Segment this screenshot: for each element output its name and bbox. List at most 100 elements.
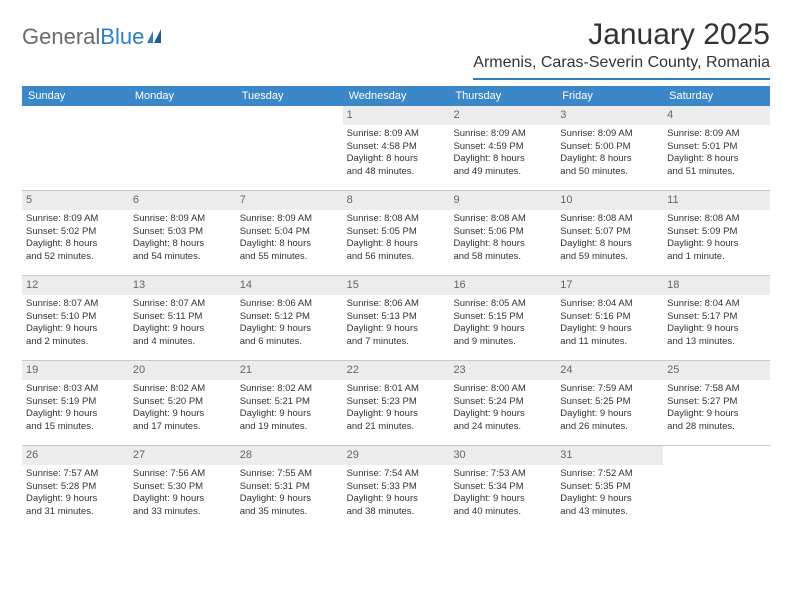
day-cell: 15Sunrise: 8:06 AMSunset: 5:13 PMDayligh…: [343, 276, 450, 360]
day-number: 21: [236, 361, 343, 380]
day-info-d1: Daylight: 9 hours: [26, 493, 125, 506]
day-info-sr: Sunrise: 8:07 AM: [26, 298, 125, 311]
week-row: 26Sunrise: 7:57 AMSunset: 5:28 PMDayligh…: [22, 445, 770, 530]
day-info-d2: and 13 minutes.: [667, 336, 766, 349]
day-info-sr: Sunrise: 7:54 AM: [347, 468, 446, 481]
day-number: 17: [556, 276, 663, 295]
day-info-d2: and 56 minutes.: [347, 251, 446, 264]
day-info-sr: Sunrise: 8:06 AM: [240, 298, 339, 311]
day-cell: 1Sunrise: 8:09 AMSunset: 4:58 PMDaylight…: [343, 106, 450, 190]
location: Armenis, Caras-Severin County, Romania: [473, 54, 770, 80]
day-cell: 2Sunrise: 8:09 AMSunset: 4:59 PMDaylight…: [449, 106, 556, 190]
day-info-d2: and 7 minutes.: [347, 336, 446, 349]
day-number: 10: [556, 191, 663, 210]
day-info-d2: and 43 minutes.: [560, 506, 659, 519]
day-cell: 10Sunrise: 8:08 AMSunset: 5:07 PMDayligh…: [556, 191, 663, 275]
day-cell: 30Sunrise: 7:53 AMSunset: 5:34 PMDayligh…: [449, 446, 556, 530]
day-info-d2: and 26 minutes.: [560, 421, 659, 434]
day-number: 8: [343, 191, 450, 210]
day-cell: 11Sunrise: 8:08 AMSunset: 5:09 PMDayligh…: [663, 191, 770, 275]
calendar: SundayMondayTuesdayWednesdayThursdayFrid…: [22, 86, 770, 530]
day-info-ss: Sunset: 5:23 PM: [347, 396, 446, 409]
day-number: 4: [663, 106, 770, 125]
day-info-ss: Sunset: 5:12 PM: [240, 311, 339, 324]
day-number: 30: [449, 446, 556, 465]
dow-label: Friday: [556, 86, 663, 106]
day-cell: 20Sunrise: 8:02 AMSunset: 5:20 PMDayligh…: [129, 361, 236, 445]
day-info-d2: and 11 minutes.: [560, 336, 659, 349]
logo: GeneralBlue: [22, 18, 169, 50]
day-info-d2: and 58 minutes.: [453, 251, 552, 264]
day-info-sr: Sunrise: 8:08 AM: [667, 213, 766, 226]
day-info-ss: Sunset: 5:35 PM: [560, 481, 659, 494]
day-info-sr: Sunrise: 7:56 AM: [133, 468, 232, 481]
day-info-ss: Sunset: 5:02 PM: [26, 226, 125, 239]
day-info-d2: and 4 minutes.: [133, 336, 232, 349]
day-number: 11: [663, 191, 770, 210]
day-info-d1: Daylight: 9 hours: [26, 408, 125, 421]
day-cell: 26Sunrise: 7:57 AMSunset: 5:28 PMDayligh…: [22, 446, 129, 530]
day-number: 16: [449, 276, 556, 295]
day-cell: 17Sunrise: 8:04 AMSunset: 5:16 PMDayligh…: [556, 276, 663, 360]
day-info-d1: Daylight: 9 hours: [560, 493, 659, 506]
day-number: 19: [22, 361, 129, 380]
day-info-d2: and 51 minutes.: [667, 166, 766, 179]
day-number: 20: [129, 361, 236, 380]
day-info-d2: and 38 minutes.: [347, 506, 446, 519]
day-info-sr: Sunrise: 8:05 AM: [453, 298, 552, 311]
day-info-d2: and 2 minutes.: [26, 336, 125, 349]
week-row: ...1Sunrise: 8:09 AMSunset: 4:58 PMDayli…: [22, 106, 770, 190]
day-info-d1: Daylight: 9 hours: [240, 493, 339, 506]
day-info-d2: and 33 minutes.: [133, 506, 232, 519]
day-info-ss: Sunset: 5:05 PM: [347, 226, 446, 239]
day-info-sr: Sunrise: 8:09 AM: [347, 128, 446, 141]
day-info-sr: Sunrise: 8:09 AM: [26, 213, 125, 226]
day-info-d1: Daylight: 9 hours: [133, 493, 232, 506]
day-number: 18: [663, 276, 770, 295]
day-info-d2: and 6 minutes.: [240, 336, 339, 349]
day-info-ss: Sunset: 5:28 PM: [26, 481, 125, 494]
day-number: 3: [556, 106, 663, 125]
day-info-sr: Sunrise: 7:58 AM: [667, 383, 766, 396]
day-cell: 27Sunrise: 7:56 AMSunset: 5:30 PMDayligh…: [129, 446, 236, 530]
day-info-d1: Daylight: 8 hours: [453, 238, 552, 251]
day-cell: 16Sunrise: 8:05 AMSunset: 5:15 PMDayligh…: [449, 276, 556, 360]
day-info-d1: Daylight: 8 hours: [26, 238, 125, 251]
day-cell: 4Sunrise: 8:09 AMSunset: 5:01 PMDaylight…: [663, 106, 770, 190]
day-info-ss: Sunset: 5:01 PM: [667, 141, 766, 154]
day-info-ss: Sunset: 5:07 PM: [560, 226, 659, 239]
dow-label: Monday: [129, 86, 236, 106]
day-info-d2: and 35 minutes.: [240, 506, 339, 519]
day-info-d2: and 31 minutes.: [26, 506, 125, 519]
dow-label: Saturday: [663, 86, 770, 106]
day-info-ss: Sunset: 5:06 PM: [453, 226, 552, 239]
day-info-sr: Sunrise: 7:53 AM: [453, 468, 552, 481]
day-info-ss: Sunset: 5:24 PM: [453, 396, 552, 409]
day-info-ss: Sunset: 5:25 PM: [560, 396, 659, 409]
day-info-sr: Sunrise: 8:09 AM: [560, 128, 659, 141]
day-info-ss: Sunset: 5:34 PM: [453, 481, 552, 494]
day-info-d2: and 19 minutes.: [240, 421, 339, 434]
day-info-d1: Daylight: 9 hours: [240, 323, 339, 336]
day-cell: 6Sunrise: 8:09 AMSunset: 5:03 PMDaylight…: [129, 191, 236, 275]
day-cell: .: [22, 106, 129, 190]
day-number: 24: [556, 361, 663, 380]
day-cell: 8Sunrise: 8:08 AMSunset: 5:05 PMDaylight…: [343, 191, 450, 275]
day-info-ss: Sunset: 5:33 PM: [347, 481, 446, 494]
day-info-ss: Sunset: 5:04 PM: [240, 226, 339, 239]
day-cell: 5Sunrise: 8:09 AMSunset: 5:02 PMDaylight…: [22, 191, 129, 275]
day-cell: .: [236, 106, 343, 190]
day-info-ss: Sunset: 5:27 PM: [667, 396, 766, 409]
day-info-d1: Daylight: 9 hours: [347, 408, 446, 421]
day-cell: 25Sunrise: 7:58 AMSunset: 5:27 PMDayligh…: [663, 361, 770, 445]
day-number: 27: [129, 446, 236, 465]
day-info-d1: Daylight: 8 hours: [667, 153, 766, 166]
day-info-ss: Sunset: 5:13 PM: [347, 311, 446, 324]
day-info-ss: Sunset: 5:16 PM: [560, 311, 659, 324]
day-cell: 19Sunrise: 8:03 AMSunset: 5:19 PMDayligh…: [22, 361, 129, 445]
day-info-d1: Daylight: 8 hours: [560, 238, 659, 251]
day-info-d2: and 55 minutes.: [240, 251, 339, 264]
day-number: 13: [129, 276, 236, 295]
day-info-sr: Sunrise: 8:07 AM: [133, 298, 232, 311]
logo-text-1: General: [22, 24, 100, 50]
